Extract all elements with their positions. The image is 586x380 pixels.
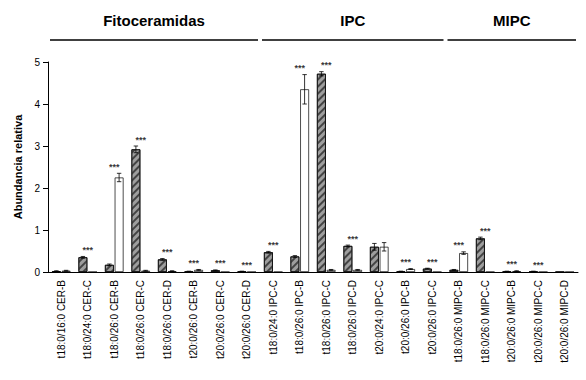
svg-text:IPC: IPC [340, 12, 365, 29]
svg-text:t18:0/26:0 MIPC-C: t18:0/26:0 MIPC-C [480, 280, 491, 363]
svg-text:t18:0/26:0 IPC-B: t18:0/26:0 IPC-B [294, 280, 305, 354]
svg-text:***: *** [347, 234, 358, 244]
svg-text:t20:0/26:0 IPC-B: t20:0/26:0 IPC-B [400, 280, 411, 354]
svg-text:t18:0/26:0 IPC-D: t18:0/26:0 IPC-D [347, 280, 358, 354]
svg-text:***: *** [453, 240, 464, 250]
svg-text:***: *** [215, 258, 226, 268]
svg-text:t18:0/26:0 IPC-C: t18:0/26:0 IPC-C [321, 280, 332, 354]
svg-text:2: 2 [34, 183, 40, 194]
svg-text:4: 4 [34, 99, 40, 110]
svg-text:***: *** [427, 257, 438, 267]
svg-text:t18:0/16:0 CER-B: t18:0/16:0 CER-B [56, 280, 67, 359]
svg-text:t18:0/26:0 CER-C: t18:0/26:0 CER-C [135, 280, 146, 359]
svg-text:***: *** [400, 257, 411, 267]
svg-text:3: 3 [34, 141, 40, 152]
svg-text:t18:0/26:0 CER-B: t18:0/26:0 CER-B [109, 280, 120, 359]
svg-text:0: 0 [34, 267, 40, 278]
svg-text:***: *** [268, 240, 279, 250]
svg-text:***: *** [82, 245, 93, 255]
svg-text:t18:0/24:0 CER-C: t18:0/24:0 CER-C [82, 280, 93, 359]
svg-text:***: *** [162, 247, 173, 257]
svg-text:***: *** [480, 226, 491, 236]
svg-text:***: *** [294, 63, 305, 73]
svg-text:***: *** [109, 162, 120, 172]
svg-text:***: *** [188, 258, 199, 268]
svg-text:Abundancia relativa: Abundancia relativa [12, 114, 24, 219]
svg-text:5: 5 [34, 57, 40, 68]
svg-text:t18:0/24:0 IPC-C: t18:0/24:0 IPC-C [268, 280, 279, 354]
svg-text:Fitoceramidas: Fitoceramidas [103, 12, 205, 29]
svg-text:t20:0/26:0 IPC-C: t20:0/26:0 IPC-C [427, 280, 438, 354]
svg-text:t18:0/26:0 CER-D: t18:0/26:0 CER-D [162, 280, 173, 359]
svg-text:***: *** [135, 135, 146, 145]
svg-text:t20:0/26:0 CER-C: t20:0/26:0 CER-C [215, 280, 226, 359]
svg-text:***: *** [321, 60, 332, 70]
svg-text:t20:0/24:0 IPC-C: t20:0/24:0 IPC-C [374, 280, 385, 354]
svg-text:1: 1 [34, 225, 40, 236]
svg-text:***: *** [241, 260, 252, 270]
svg-text:t20:0/26:0 CER-D: t20:0/26:0 CER-D [241, 280, 252, 359]
svg-text:***: *** [506, 259, 517, 269]
svg-text:t20:0/26:0 MIPC-C: t20:0/26:0 MIPC-C [533, 280, 544, 363]
svg-text:t18:0/26:0 MIPC-B: t18:0/26:0 MIPC-B [453, 280, 464, 363]
svg-text:t20:0/26:0 MIPC-B: t20:0/26:0 MIPC-B [506, 280, 517, 363]
svg-text:MIPC: MIPC [493, 12, 531, 29]
svg-text:***: *** [533, 260, 544, 270]
svg-text:t20:0/26:0 MIPC-D: t20:0/26:0 MIPC-D [559, 280, 570, 363]
svg-text:t20:0/26:0 CER-B: t20:0/26:0 CER-B [188, 280, 199, 359]
